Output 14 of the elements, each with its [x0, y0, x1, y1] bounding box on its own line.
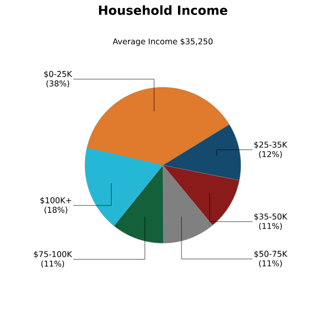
- data-label: (18%): [44, 206, 68, 214]
- slice-label: $0-25K: [44, 70, 72, 78]
- data-label: (11%): [259, 222, 282, 230]
- slice-label: $25-35K: [254, 141, 288, 149]
- data-label: (12%): [259, 150, 282, 158]
- slice-label: $75-100K: [34, 250, 72, 258]
- data-label: (38%): [46, 80, 70, 88]
- chart-subtitle: Average Income $35,250: [112, 38, 213, 46]
- data-label: (11%): [259, 260, 282, 268]
- chart-title: Household Income: [99, 5, 228, 15]
- slice-label: $35-50K: [254, 213, 288, 221]
- slice-label: $50-75K: [254, 250, 288, 258]
- data-label: (11%): [41, 260, 64, 268]
- slice-label: $100K+: [40, 197, 72, 204]
